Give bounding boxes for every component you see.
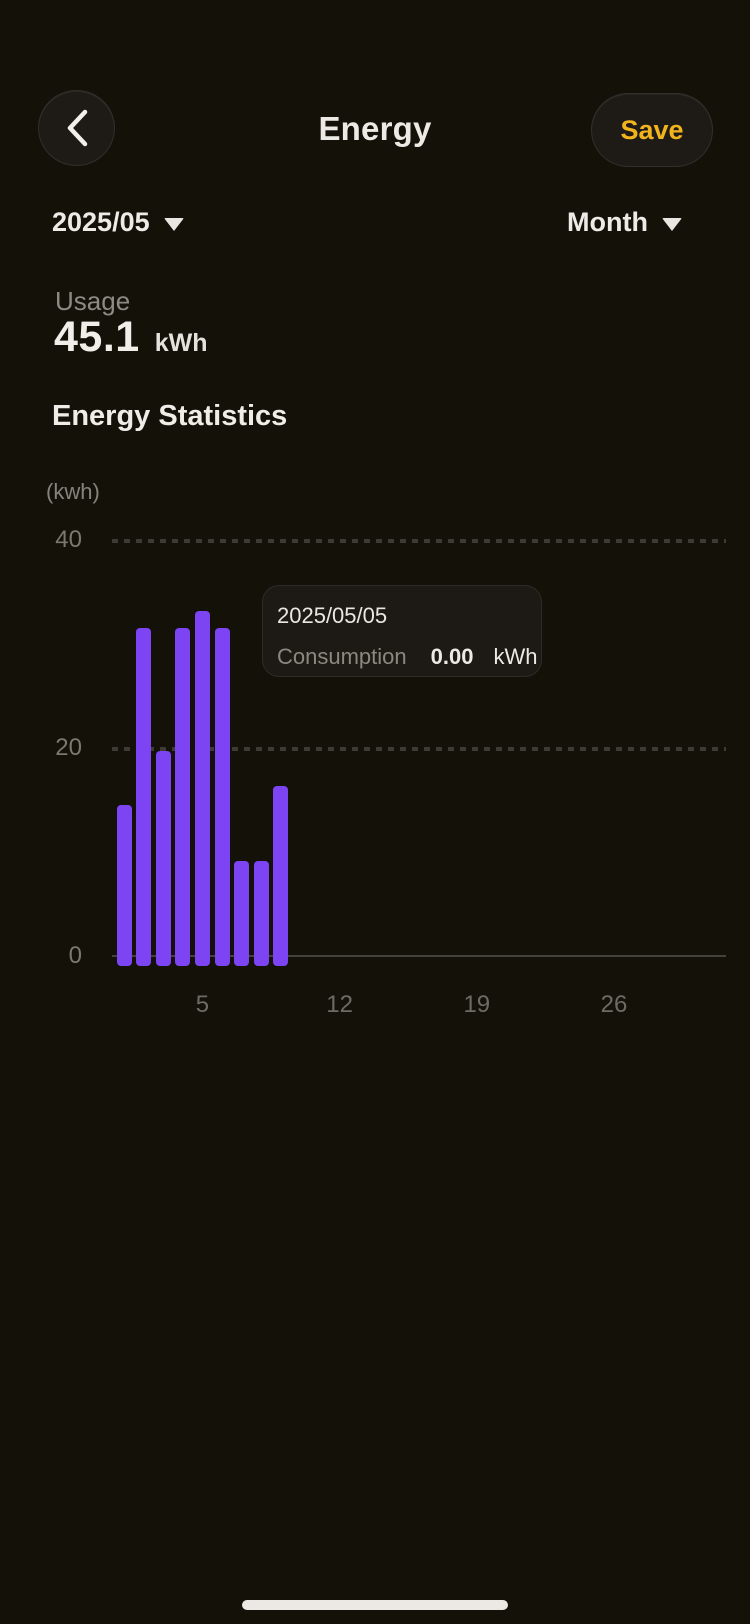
x-axis-tick-26: 26 [600, 991, 628, 1018]
bar-day-4[interactable] [175, 627, 191, 966]
y-axis-tick-20: 20 [55, 733, 82, 761]
x-axis-tick-12: 12 [326, 991, 353, 1018]
y-axis-tick-0: 0 [68, 941, 82, 969]
bar-day-7[interactable] [234, 860, 250, 966]
tooltip-metric-label: Consumption [277, 644, 407, 669]
period-selector[interactable]: 2025/05 [52, 207, 184, 238]
chevron-left-icon [67, 109, 87, 147]
back-button[interactable] [38, 90, 115, 166]
usage-unit: kWh [154, 329, 208, 357]
chart-tooltip: 2025/05/05 Consumption 0.00 kWh [262, 585, 542, 677]
x-axis-tick-5: 5 [195, 991, 210, 1018]
tooltip-row: Consumption 0.00 kWh [277, 644, 537, 670]
bar-day-1[interactable] [116, 804, 132, 966]
bar-day-3[interactable] [155, 750, 171, 966]
gridline-20 [112, 746, 726, 751]
home-indicator[interactable] [242, 1600, 508, 1610]
caret-down-icon [662, 218, 682, 231]
y-axis-tick-40: 40 [55, 525, 82, 553]
bar-day-5[interactable] [194, 611, 210, 966]
bar-day-6[interactable] [214, 627, 230, 966]
usage-value-row: 45.1 kWh [54, 313, 207, 362]
granularity-label: Month [567, 207, 648, 237]
usage-value: 45.1 [54, 313, 140, 361]
gridline-40 [112, 538, 726, 543]
bar-day-2[interactable] [136, 627, 152, 966]
x-axis-tick-19: 19 [463, 991, 491, 1018]
gridline-0 [112, 954, 726, 957]
page-title: Energy [318, 110, 432, 147]
save-button[interactable]: Save [591, 93, 713, 167]
energy-chart[interactable]: (kwh) 40 20 0 5 12 19 26 2025/05/05 Consumptio… [0, 0, 750, 1040]
granularity-selector[interactable]: Month [567, 207, 682, 238]
bar-day-9[interactable] [273, 785, 289, 966]
chart-unit-label: (kwh) [46, 479, 100, 504]
tooltip-date: 2025/05/05 [277, 603, 388, 628]
tooltip-unit: kWh [493, 644, 538, 669]
usage-label: Usage [55, 286, 131, 316]
period-label: 2025/05 [52, 207, 150, 237]
tooltip-value: 0.00 [430, 644, 474, 669]
bar-day-8[interactable] [253, 860, 269, 966]
section-title: Energy Statistics [52, 400, 288, 432]
caret-down-icon [163, 218, 184, 231]
save-button-label: Save [620, 114, 684, 145]
